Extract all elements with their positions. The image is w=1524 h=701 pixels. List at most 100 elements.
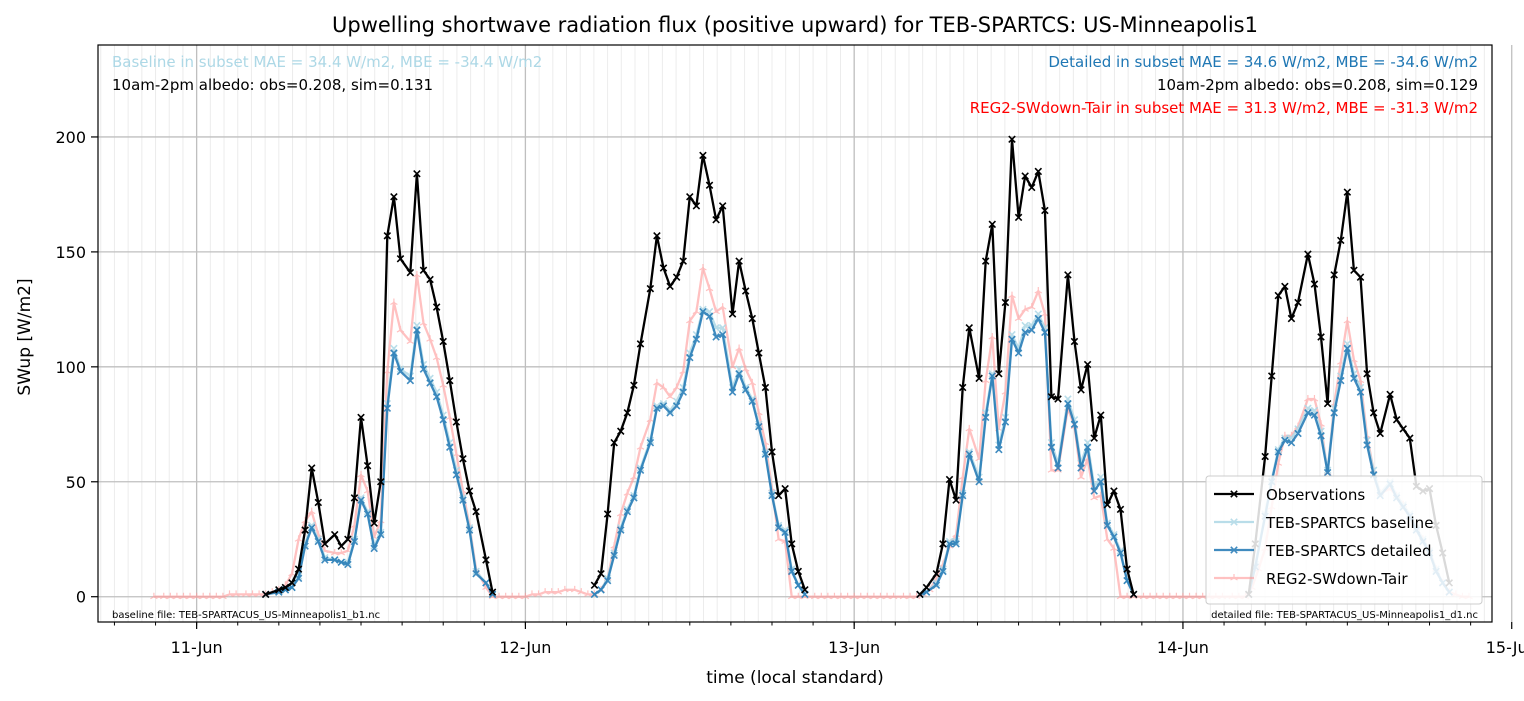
data-point — [1110, 487, 1118, 495]
data-point — [603, 510, 612, 518]
data-point — [419, 365, 428, 373]
y-tick-label: 100 — [55, 358, 86, 377]
data-point — [1116, 505, 1125, 514]
x-axis-label: time (local standard) — [706, 668, 884, 688]
data-point — [541, 588, 549, 595]
data-point — [357, 470, 365, 478]
data-point — [1230, 546, 1238, 554]
data-point — [1323, 468, 1332, 477]
data-point — [419, 266, 428, 275]
data-point — [1230, 490, 1238, 498]
data-point — [787, 592, 796, 600]
data-point — [1267, 372, 1276, 380]
data-point — [768, 448, 776, 456]
legend-swatches — [1214, 490, 1254, 581]
data-point — [1230, 518, 1238, 526]
data-point — [294, 565, 303, 573]
data-point — [1310, 411, 1319, 419]
data-point — [1274, 291, 1283, 300]
data-point — [748, 397, 757, 406]
chart-title: Upwelling shortwave radiation flux (posi… — [332, 13, 1258, 37]
data-point — [603, 576, 612, 585]
footer-baseline-file: baseline file: TEB-SPARTACUS_US-Minneapo… — [112, 610, 380, 621]
data-point — [692, 307, 701, 315]
data-point — [1129, 590, 1138, 599]
data-point — [452, 418, 461, 426]
data-point — [623, 409, 632, 417]
data-point — [945, 475, 954, 484]
data-point — [692, 335, 701, 344]
data-point — [906, 592, 914, 600]
data-point — [843, 592, 852, 600]
data-point — [584, 590, 592, 597]
data-point — [590, 590, 599, 599]
data-point — [307, 521, 316, 530]
data-point — [659, 383, 668, 391]
series-observations — [261, 135, 1454, 599]
data-point — [705, 312, 714, 321]
data-point — [830, 592, 839, 600]
data-point — [666, 392, 674, 400]
data-point — [988, 369, 997, 378]
data-point — [350, 537, 359, 546]
data-point — [521, 592, 530, 600]
data-point — [712, 215, 720, 224]
data-point — [1330, 409, 1338, 417]
legend-swatch — [1214, 518, 1254, 526]
data-point — [616, 427, 625, 435]
data-point — [561, 585, 569, 593]
data-point — [735, 257, 743, 265]
data-point — [396, 367, 405, 376]
data-point — [488, 588, 497, 596]
data-point — [1103, 521, 1112, 530]
data-point — [357, 496, 365, 504]
data-point — [1406, 434, 1414, 442]
data-point — [718, 202, 727, 210]
data-point — [728, 310, 737, 318]
data-point — [1008, 291, 1016, 299]
data-point — [173, 592, 181, 600]
data-point — [712, 333, 720, 341]
plot-frame — [97, 44, 1493, 623]
data-point — [534, 590, 543, 597]
data-point — [1336, 376, 1345, 385]
data-point — [363, 461, 372, 470]
data-point — [482, 556, 490, 564]
data-point — [630, 494, 638, 502]
data-point — [817, 592, 826, 600]
data-point — [794, 592, 803, 600]
data-point — [426, 275, 434, 284]
data-point — [1047, 392, 1056, 401]
data-point — [357, 494, 365, 502]
data-point — [1090, 487, 1098, 495]
data-point — [446, 413, 454, 420]
data-point — [1363, 441, 1371, 449]
data-point — [1090, 493, 1098, 501]
data-point — [357, 413, 365, 422]
data-point — [761, 450, 770, 458]
data-point — [824, 592, 832, 600]
data-point — [1294, 429, 1302, 438]
data-point — [718, 323, 727, 332]
data-point — [1356, 388, 1365, 396]
data-point — [981, 413, 990, 422]
data-point — [748, 314, 757, 323]
data-point — [396, 326, 405, 333]
data-point — [870, 592, 878, 600]
data-point — [1001, 418, 1010, 426]
data-point — [288, 579, 296, 587]
data-point — [1376, 429, 1384, 438]
data-point — [1103, 535, 1112, 542]
data-point — [330, 530, 339, 539]
data-point — [432, 353, 441, 361]
data-point — [1083, 443, 1092, 452]
data-point — [1014, 213, 1023, 222]
data-point — [396, 255, 405, 263]
data-point — [275, 586, 283, 594]
data-point — [672, 402, 681, 410]
data-point — [344, 535, 352, 544]
data-point — [1103, 500, 1112, 509]
data-point — [508, 592, 517, 600]
data-point — [899, 592, 908, 600]
data-point — [390, 192, 398, 201]
